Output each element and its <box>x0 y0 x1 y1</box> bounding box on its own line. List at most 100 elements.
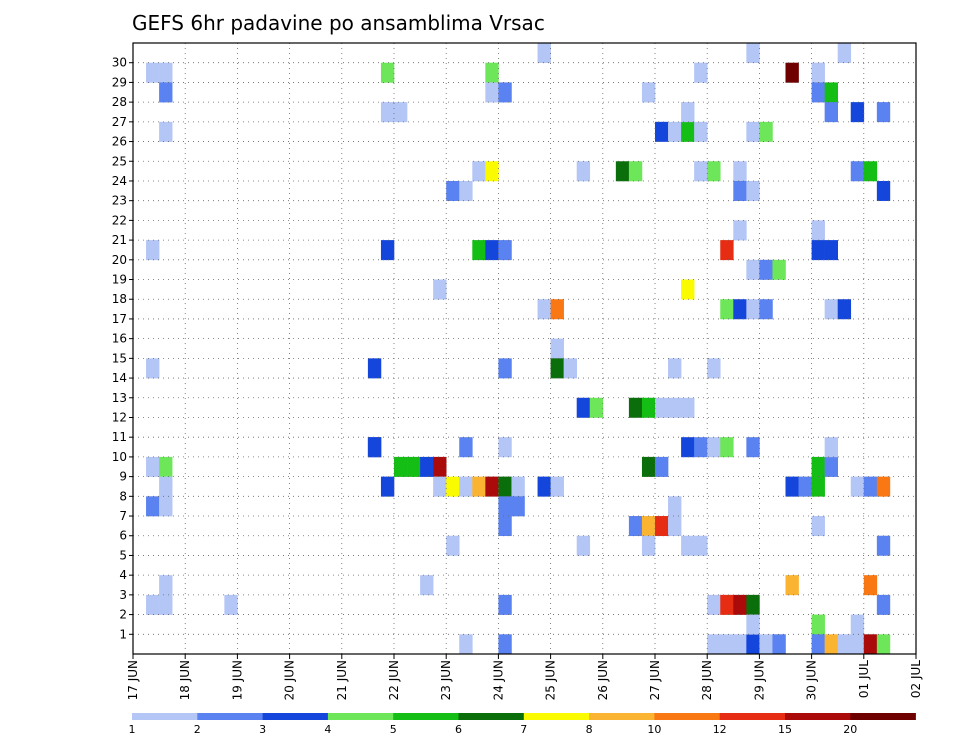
heatmap-cell <box>811 82 825 103</box>
legend-swatch <box>785 713 851 720</box>
heatmap-cell <box>576 535 591 556</box>
y-tick-label: 27 <box>112 115 127 129</box>
heatmap-cell <box>759 299 773 320</box>
y-tick-label: 26 <box>112 135 127 149</box>
heatmap-cell <box>668 496 682 517</box>
heatmap-cell <box>733 220 747 241</box>
y-tick-label: 30 <box>112 56 127 70</box>
heatmap-cell <box>485 240 499 261</box>
heatmap-cell <box>850 476 865 497</box>
heatmap-cell <box>498 437 512 458</box>
heatmap-cell <box>511 496 525 517</box>
heatmap-cell <box>720 594 734 615</box>
y-tick-label: 9 <box>119 470 127 484</box>
heatmap-cell <box>146 240 160 261</box>
heatmap-cell <box>563 358 577 379</box>
heatmap-cell <box>472 476 486 497</box>
y-tick-label: 23 <box>112 194 127 208</box>
heatmap-cell <box>224 594 238 615</box>
heatmap-cell <box>720 634 734 655</box>
y-tick-label: 20 <box>112 253 127 267</box>
heatmap-cell <box>380 476 395 497</box>
heatmap-cell <box>628 161 643 182</box>
heatmap-cell <box>707 594 721 615</box>
grid-lines <box>133 43 917 654</box>
heatmap-cell <box>668 516 682 537</box>
legend-label: 2 <box>194 723 201 736</box>
heatmap-cell <box>733 161 747 182</box>
heatmap-cell <box>746 614 760 635</box>
heatmap-cell <box>420 575 434 596</box>
heatmap-cell <box>459 634 473 655</box>
heatmap-cell <box>485 62 499 83</box>
heatmap-cell <box>498 496 512 517</box>
heatmap-cell <box>720 437 734 458</box>
legend-swatch <box>850 713 916 720</box>
heatmap-cell <box>811 220 825 241</box>
heatmap-cell <box>668 121 682 142</box>
heatmap-cell <box>850 634 865 655</box>
heatmap-cell <box>159 456 173 477</box>
heatmap-cell <box>811 476 825 497</box>
heatmap-cell <box>459 476 473 497</box>
heatmap-cell <box>550 476 564 497</box>
legend-swatch <box>589 713 655 720</box>
heatmap-cell <box>837 634 852 655</box>
heatmap-cell <box>628 516 643 537</box>
y-tick-label: 5 <box>119 548 127 562</box>
x-tick-label: 22 JUN <box>387 660 401 700</box>
y-tick-label: 28 <box>112 95 127 109</box>
heatmap-cell <box>694 535 708 556</box>
heatmap-cell <box>772 634 786 655</box>
heatmap-cell <box>876 594 891 615</box>
legend-label: 3 <box>259 723 266 736</box>
y-tick-label: 15 <box>112 351 127 365</box>
y-tick-label: 7 <box>119 509 127 523</box>
heatmap-cell <box>537 43 551 64</box>
x-tick-label: 28 JUN <box>700 660 714 700</box>
heatmap-cell <box>785 62 799 83</box>
heatmap-cell <box>824 240 838 261</box>
y-tick-label: 21 <box>112 233 127 247</box>
y-tick-label: 14 <box>112 371 127 385</box>
heatmap-cell <box>394 102 408 123</box>
heatmap-cell <box>785 575 799 596</box>
heatmap-cell <box>798 476 812 497</box>
heatmap-cell <box>367 437 382 458</box>
heatmap-cell <box>759 121 773 142</box>
y-tick-label: 6 <box>119 529 127 543</box>
heatmap-cell <box>394 456 408 477</box>
heatmap-cell <box>811 614 825 635</box>
x-tick-label: 20 JUN <box>283 660 297 700</box>
heatmap-cell <box>668 397 682 418</box>
heatmap-cell <box>824 299 838 320</box>
x-tick-label: 02 JUL <box>909 660 923 698</box>
x-tick-label: 19 JUN <box>230 660 244 700</box>
heatmap-cell <box>837 43 852 64</box>
heatmap-cell <box>576 397 591 418</box>
heatmap-cell <box>498 358 512 379</box>
heatmap-cell <box>694 437 708 458</box>
heatmap-cell <box>446 476 460 497</box>
heatmap-cell <box>759 634 773 655</box>
heatmap-cell <box>811 634 825 655</box>
heatmap-cell <box>746 437 760 458</box>
heatmap-cell <box>785 476 799 497</box>
heatmap-cell <box>498 82 512 103</box>
x-tick-label: 29 JUN <box>752 660 766 700</box>
legend-swatch <box>719 713 786 720</box>
heatmap-cell <box>694 121 708 142</box>
heatmap-cell <box>159 496 173 517</box>
heatmap-cell <box>720 299 734 320</box>
legend-swatch <box>132 713 198 720</box>
heatmap-cell <box>824 82 838 103</box>
legend-label: 15 <box>778 723 792 736</box>
legend-label: 7 <box>520 723 527 736</box>
heatmap-cell <box>876 535 891 556</box>
heatmap-cell <box>746 594 760 615</box>
heatmap-cell <box>759 259 773 280</box>
heatmap-cell <box>498 516 512 537</box>
legend-swatch <box>262 713 329 720</box>
y-tick-label: 19 <box>112 273 127 287</box>
heatmap-cell <box>876 634 891 655</box>
